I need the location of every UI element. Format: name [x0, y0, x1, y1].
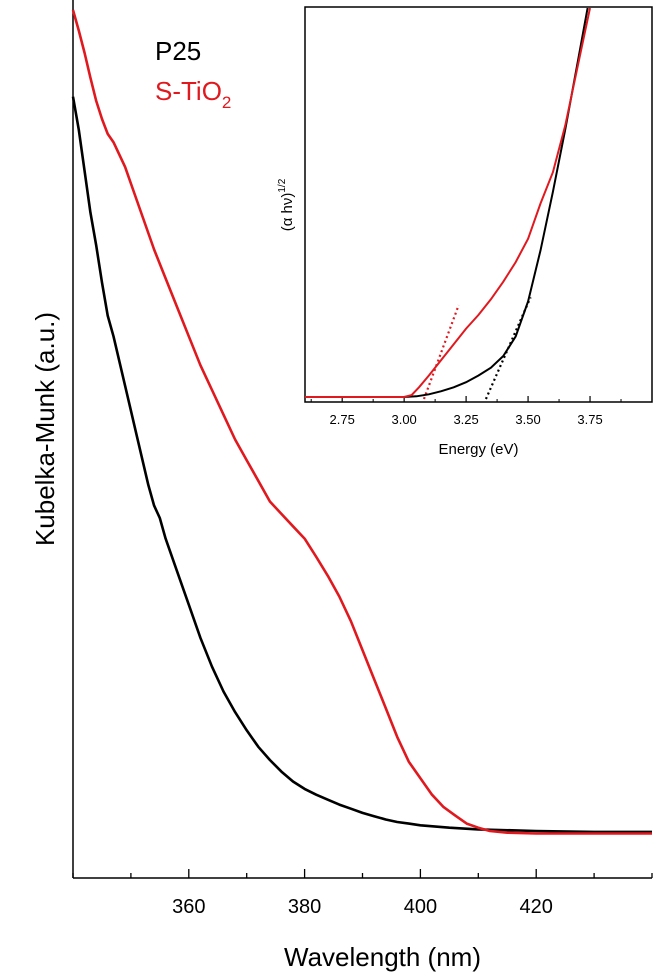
legend-s-tio2-subscript: 2: [222, 93, 231, 112]
legend-entry-p25: P25: [155, 36, 201, 66]
main-x-ticks: 360 380 400 420: [72, 869, 653, 918]
inset-series-lines: [305, 7, 591, 400]
inset-x-tick-label: 3.50: [515, 412, 540, 427]
inset-x-tick-label: 3.75: [577, 412, 602, 427]
inset-x-tick-label: 3.25: [453, 412, 478, 427]
inset-x-tick-label: 2.75: [330, 412, 355, 427]
inset-y-label-superscript: 1/2: [277, 178, 288, 192]
inset-series-line-p25: [305, 7, 589, 398]
inset-plot: 2.75 3.00 3.25 3.50 3.75 Energy (eV) (α hν)1…: [277, 6, 653, 458]
inset-y-label-base: (α hν): [279, 193, 296, 232]
main-x-tick-label: 420: [520, 896, 553, 918]
main-series-line-s-tio2: [71, 9, 652, 835]
main-x-tick-label: 360: [172, 896, 205, 918]
inset-frame: [304, 6, 653, 403]
legend-entry-s-tio2: S-TiO2: [155, 76, 231, 112]
inset-tangent-line-s-tio2: [422, 304, 460, 400]
inset-x-tick-label: 3.00: [391, 412, 416, 427]
inset-x-ticks: 2.75 3.00 3.25 3.50 3.75: [310, 396, 622, 427]
inset-series-line-s-tio2: [305, 7, 591, 398]
main-series-lines: [71, 9, 652, 835]
main-x-tick-label: 380: [288, 896, 321, 918]
main-series-line-p25: [71, 96, 652, 834]
legend-s-tio2-base: S-TiO: [155, 76, 222, 106]
main-y-axis-label: Kubelka-Munk (a.u.): [30, 312, 60, 546]
main-x-axis-label: Wavelength (nm): [284, 942, 481, 972]
inset-y-axis-label: (α hν)1/2: [277, 178, 296, 231]
main-plot: 360 380 400 420 Wavelength (nm) Kubelka-Mun…: [30, 0, 653, 972]
main-x-tick-label: 400: [404, 896, 437, 918]
inset-x-axis-label: Energy (eV): [438, 441, 518, 458]
